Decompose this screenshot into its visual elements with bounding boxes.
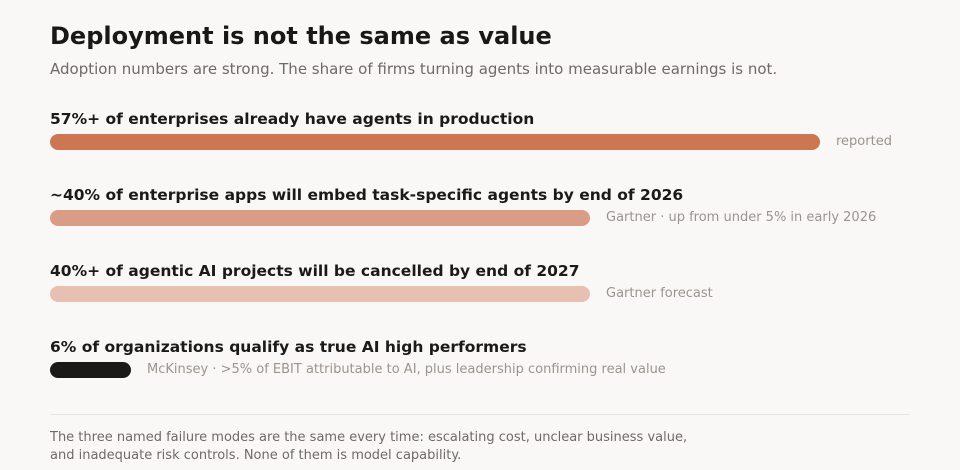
bar xyxy=(50,362,131,378)
bar-source-note: McKinsey · >5% of EBIT attributable to A… xyxy=(147,362,666,377)
bar-source-note: Gartner forecast xyxy=(606,286,713,301)
chart-row: 6% of organizations qualify as true AI h… xyxy=(50,338,920,408)
chart-row: ~40% of enterprise apps will embed task-… xyxy=(50,186,920,256)
footer-line-2: and inadequate risk controls. None of th… xyxy=(50,448,462,463)
bar xyxy=(50,286,590,302)
chart-row: 40%+ of agentic AI projects will be canc… xyxy=(50,262,920,332)
bar-source-note: reported xyxy=(836,134,892,149)
bar xyxy=(50,134,820,150)
divider xyxy=(50,414,910,415)
footer-line-1: The three named failure modes are the sa… xyxy=(50,430,688,445)
bar xyxy=(50,210,590,226)
chart-row: 57%+ of enterprises already have agents … xyxy=(50,110,920,180)
bar-label: 40%+ of agentic AI projects will be canc… xyxy=(50,262,580,280)
bar-label: ~40% of enterprise apps will embed task-… xyxy=(50,186,684,204)
bar-label: 6% of organizations qualify as true AI h… xyxy=(50,338,527,356)
footer-note: The three named failure modes are the sa… xyxy=(50,429,750,465)
chart-title: Deployment is not the same as value xyxy=(50,22,552,50)
bar-label: 57%+ of enterprises already have agents … xyxy=(50,110,535,128)
chart-subtitle: Adoption numbers are strong. The share o… xyxy=(50,60,778,78)
bar-source-note: Gartner · up from under 5% in early 2026 xyxy=(606,210,877,225)
